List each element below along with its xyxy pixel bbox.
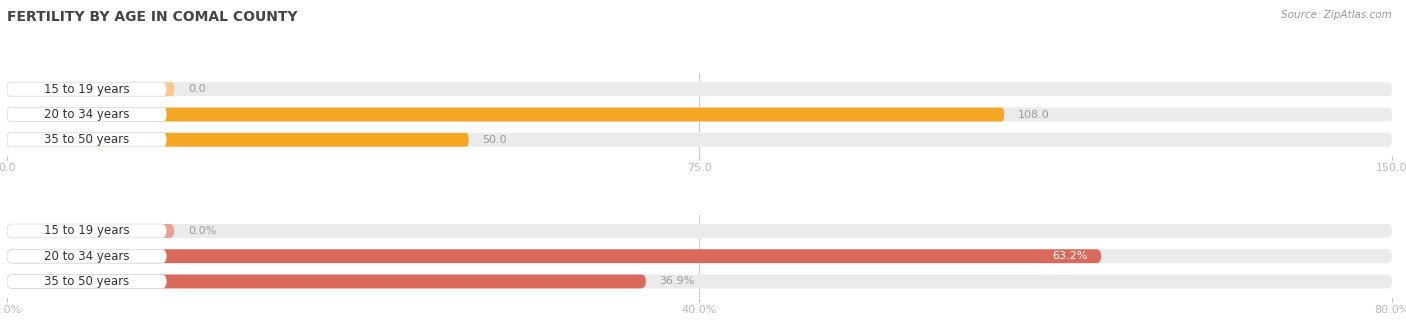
FancyBboxPatch shape	[7, 133, 468, 147]
Text: 15 to 19 years: 15 to 19 years	[44, 224, 129, 237]
FancyBboxPatch shape	[7, 274, 166, 288]
FancyBboxPatch shape	[7, 82, 174, 96]
Text: 15 to 19 years: 15 to 19 years	[44, 83, 129, 96]
Text: FERTILITY BY AGE IN COMAL COUNTY: FERTILITY BY AGE IN COMAL COUNTY	[7, 10, 298, 24]
FancyBboxPatch shape	[7, 249, 1101, 263]
Text: 35 to 50 years: 35 to 50 years	[44, 275, 129, 288]
FancyBboxPatch shape	[7, 108, 166, 121]
FancyBboxPatch shape	[7, 274, 645, 288]
FancyBboxPatch shape	[7, 274, 1392, 288]
FancyBboxPatch shape	[7, 108, 1004, 121]
Text: Source: ZipAtlas.com: Source: ZipAtlas.com	[1281, 10, 1392, 20]
Text: 36.9%: 36.9%	[659, 276, 695, 286]
Text: 50.0: 50.0	[482, 135, 508, 145]
FancyBboxPatch shape	[7, 224, 1392, 238]
Text: 63.2%: 63.2%	[1052, 251, 1087, 261]
FancyBboxPatch shape	[7, 82, 166, 96]
FancyBboxPatch shape	[7, 249, 1392, 263]
Text: 35 to 50 years: 35 to 50 years	[44, 133, 129, 146]
FancyBboxPatch shape	[7, 224, 174, 238]
FancyBboxPatch shape	[7, 224, 166, 238]
FancyBboxPatch shape	[7, 133, 1392, 147]
FancyBboxPatch shape	[7, 108, 1392, 121]
FancyBboxPatch shape	[7, 82, 1392, 96]
FancyBboxPatch shape	[7, 133, 166, 147]
Text: 0.0%: 0.0%	[188, 226, 217, 236]
FancyBboxPatch shape	[7, 249, 166, 263]
Text: 0.0: 0.0	[188, 84, 205, 94]
Text: 20 to 34 years: 20 to 34 years	[44, 108, 129, 121]
Text: 20 to 34 years: 20 to 34 years	[44, 250, 129, 263]
Text: 108.0: 108.0	[1018, 110, 1050, 119]
